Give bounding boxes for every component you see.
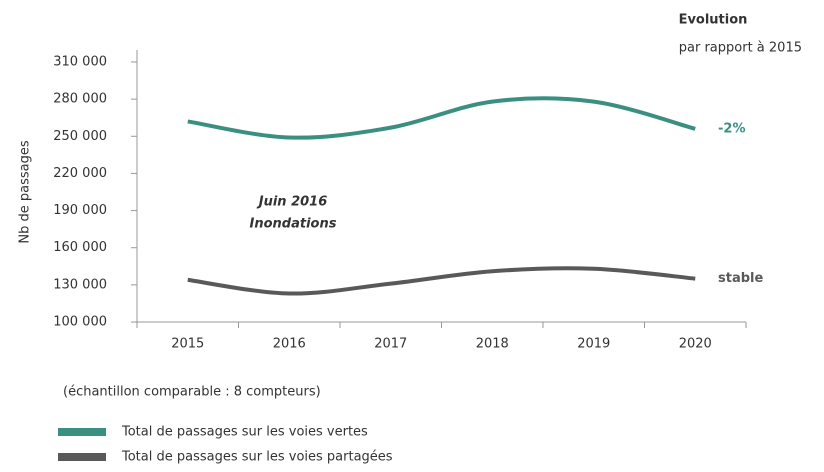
header: Evolution <box>679 13 748 28</box>
y-tick-label: 160 000 <box>53 240 107 255</box>
event-note: Juin 2016 <box>256 195 328 210</box>
footnote: (échantillon comparable : 8 compteurs) <box>63 385 321 400</box>
legend-swatch <box>58 428 106 436</box>
y-tick-label: 190 000 <box>53 203 107 218</box>
subheader: par rapport à 2015 <box>679 41 802 56</box>
y-tick-label: 280 000 <box>53 92 107 107</box>
y-tick-label: 250 000 <box>53 129 107 144</box>
event-note: Inondations <box>250 217 337 232</box>
end-label: -2% <box>718 121 745 136</box>
end-label: stable <box>718 271 763 286</box>
x-tick-label: 2018 <box>476 337 509 352</box>
legend-label: Total de passages sur les voies partagée… <box>121 450 393 465</box>
y-axis-label: Nb de passages <box>18 140 33 243</box>
x-tick-label: 2016 <box>273 337 306 352</box>
x-tick-label: 2020 <box>679 337 712 352</box>
y-tick-label: 130 000 <box>53 277 107 292</box>
line-series <box>187 96 696 140</box>
y-tick-label: 100 000 <box>53 315 107 330</box>
x-tick-label: 2019 <box>577 337 610 352</box>
y-tick-label: 310 000 <box>53 55 107 70</box>
y-tick-label: 220 000 <box>53 166 107 181</box>
legend-label: Total de passages sur les voies vertes <box>121 425 368 440</box>
x-tick-label: 2015 <box>171 337 204 352</box>
x-tick-label: 2017 <box>374 337 407 352</box>
legend-swatch <box>58 453 106 461</box>
line-series <box>187 266 696 296</box>
